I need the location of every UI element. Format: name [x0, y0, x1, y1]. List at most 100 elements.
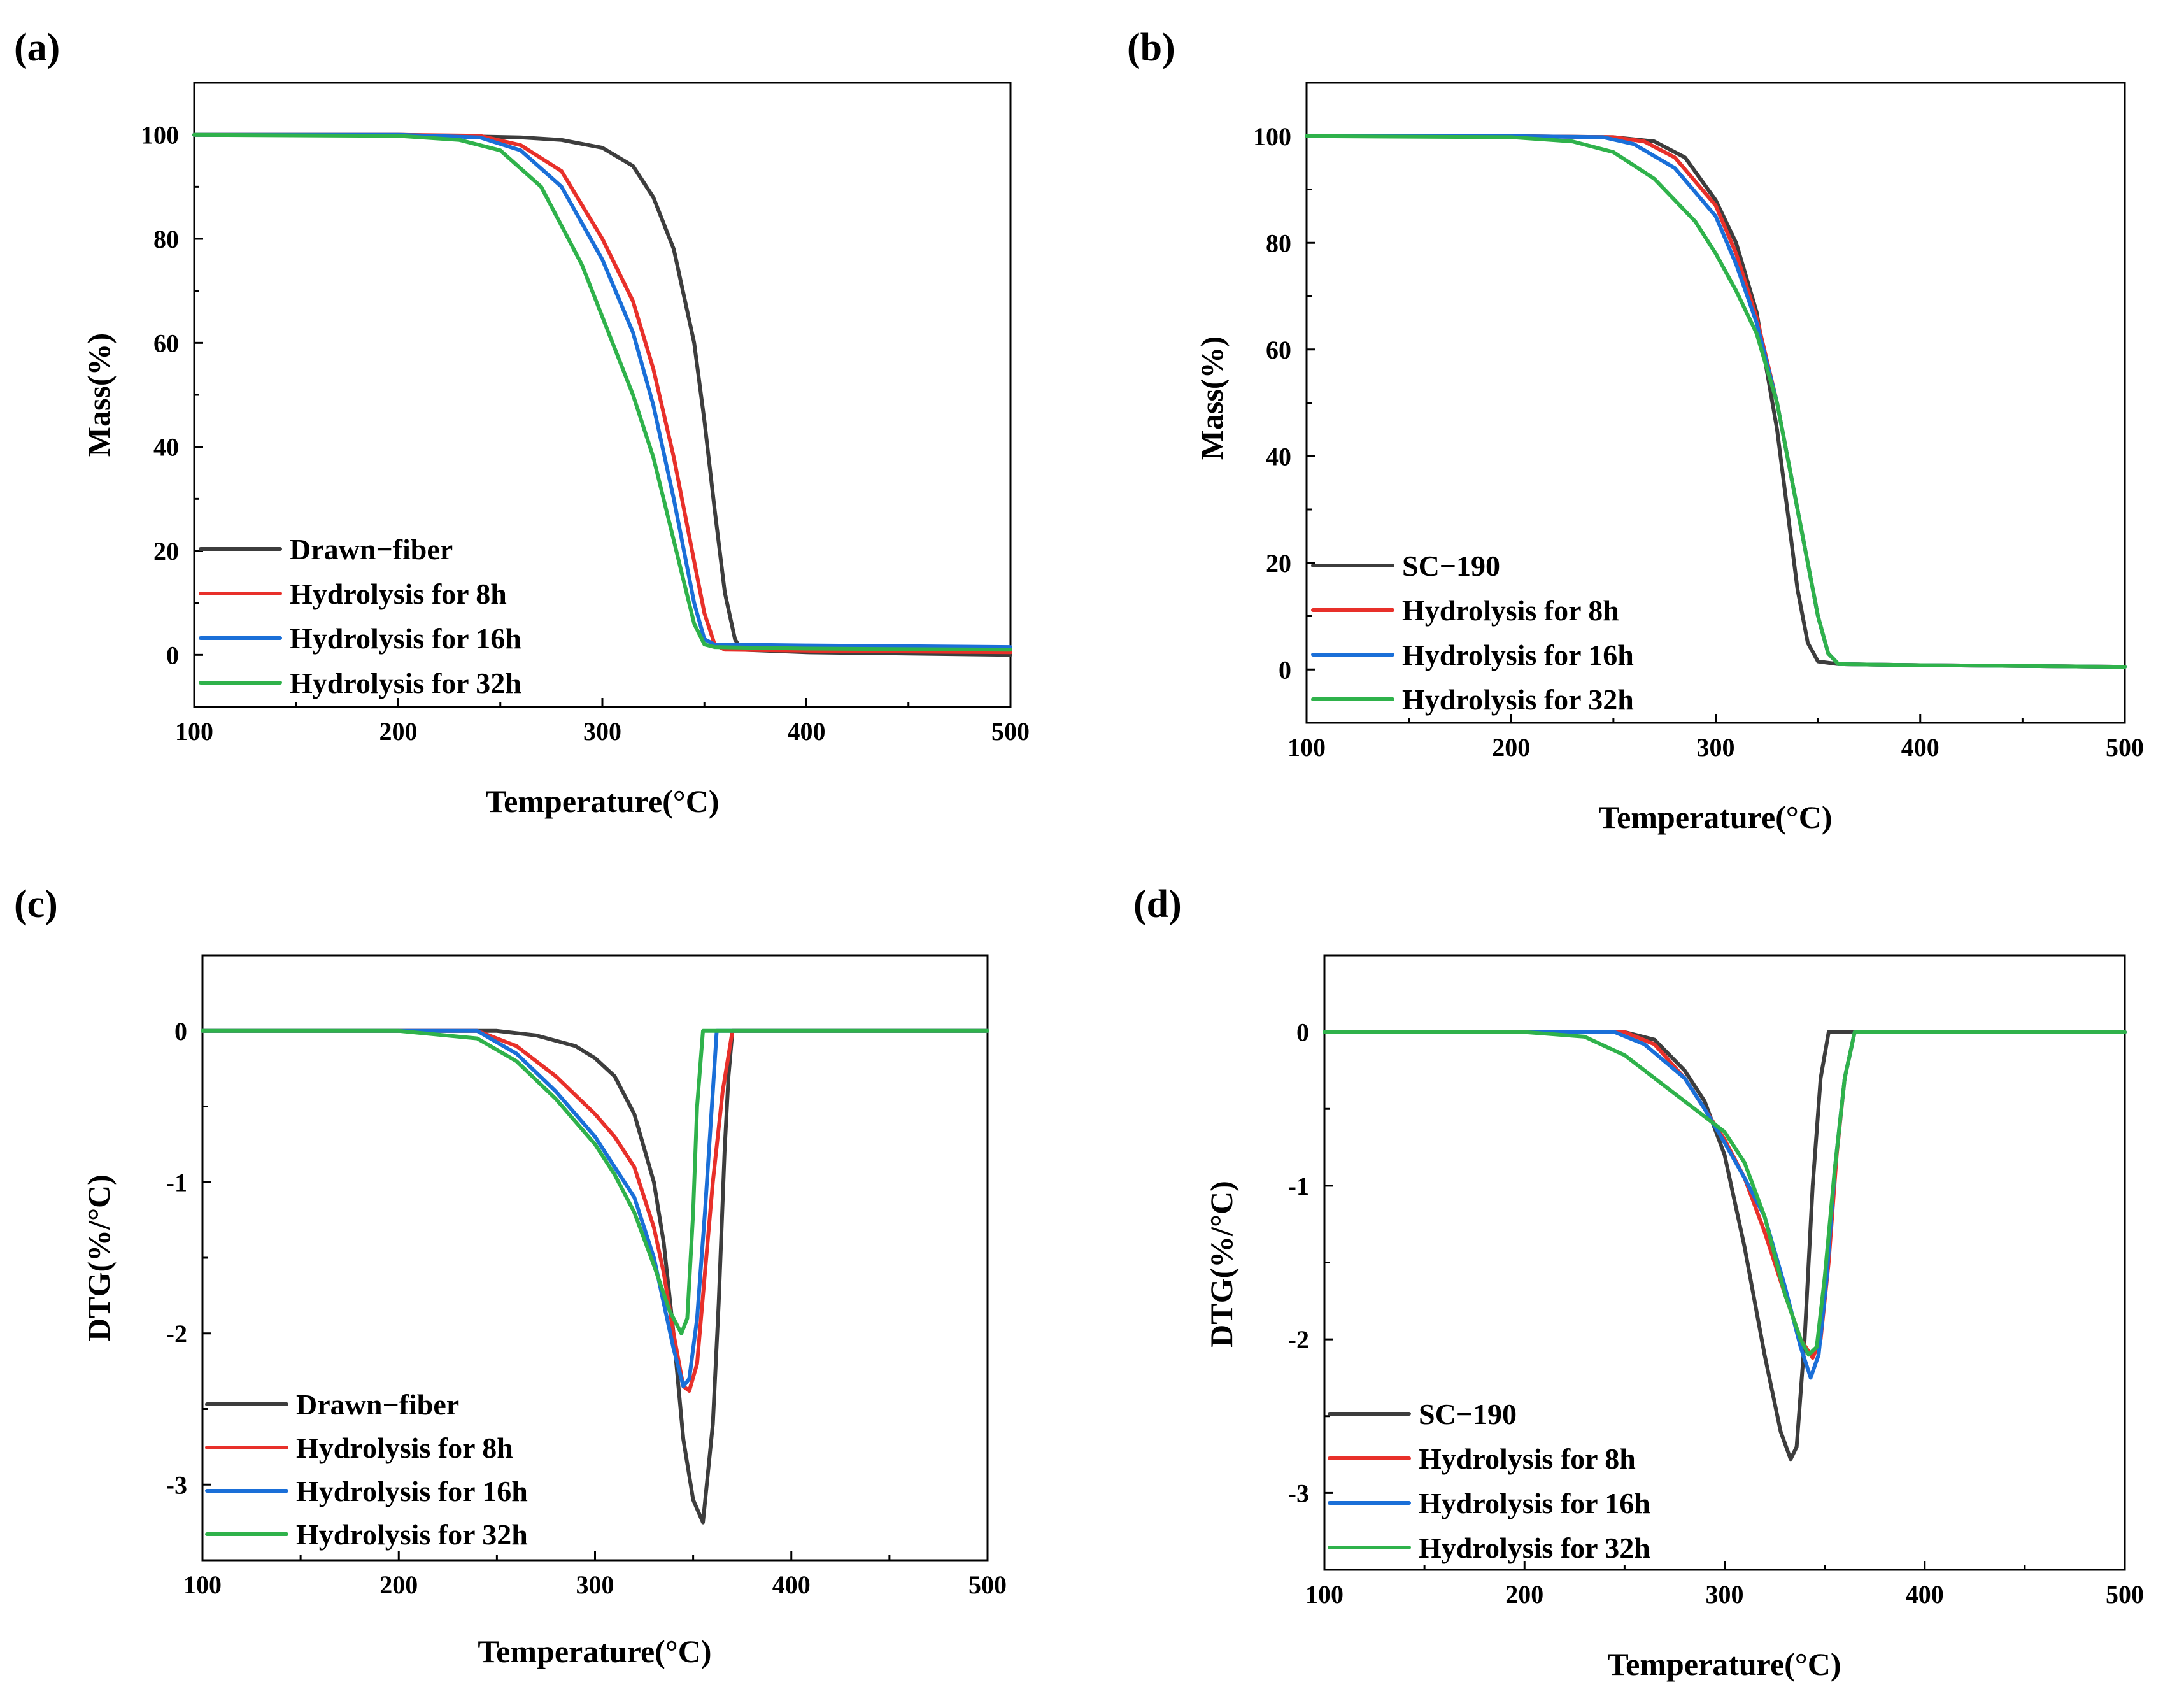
y-tick-label: 100 — [1253, 122, 1291, 151]
plot-frame-c — [201, 954, 989, 1562]
x-tick-label: 200 — [1505, 1580, 1543, 1609]
series-line-hydrolysis-for-16h — [192, 132, 1012, 650]
x-tick-label: 400 — [1901, 733, 1939, 762]
series-line-hydrolysis-for-16h — [1323, 1030, 2127, 1380]
legend-label-8h: Hydrolysis for 8h — [1419, 1442, 1636, 1475]
series-line-hydrolysis-for-16h — [201, 1028, 989, 1388]
series-line-hydrolysis-for-8h — [192, 132, 1012, 655]
x-tick-label: 300 — [1706, 1580, 1744, 1609]
legend-label-16h: Hydrolysis for 16h — [290, 622, 521, 655]
y-tick-label: -1 — [1288, 1172, 1309, 1200]
lines-a — [192, 132, 1012, 657]
series-line-hydrolysis-for-8h — [1323, 1030, 2127, 1360]
y-tick-label: 80 — [153, 225, 179, 253]
legend-label-32h: Hydrolysis for 32h — [1402, 683, 1634, 716]
y-tick-label: 40 — [1266, 442, 1291, 471]
legend-label-drawn-fiber: Drawn−fiber — [296, 1388, 459, 1421]
x-axis-title-a: Temperature(°C) — [485, 783, 719, 819]
panel-label-d: (d) — [1133, 883, 1182, 926]
y-tick-label: 0 — [1296, 1018, 1309, 1047]
series-line-hydrolysis-for-32h — [1323, 1030, 2127, 1357]
panel-c: (c) 100 200 300 400 500 -3 -2 -1 0 Temperature(°… — [14, 883, 1007, 1669]
x-tick-label: 500 — [2106, 1580, 2144, 1609]
legend-c: Drawn−fiber Hydrolysis for 8h Hydrolysis… — [205, 1388, 528, 1551]
series-line-hydrolysis-for-32h — [1305, 134, 2127, 669]
series-line-hydrolysis-for-32h — [201, 1028, 989, 1335]
y-tick-label: 20 — [1266, 549, 1291, 578]
legend-b: SC−190 Hydrolysis for 8h Hydrolysis for … — [1311, 550, 1634, 716]
legend-label-16h: Hydrolysis for 16h — [1419, 1487, 1650, 1519]
x-tick-label: 100 — [1305, 1580, 1344, 1609]
series-line-sc-190 — [1323, 1030, 2127, 1462]
y-tick-label: 0 — [166, 641, 179, 669]
x-axis-title-b: Temperature(°C) — [1598, 799, 1832, 835]
x-tick-label: 100 — [1287, 733, 1326, 762]
y-tick-label: -1 — [166, 1168, 187, 1197]
legend-label-32h: Hydrolysis for 32h — [290, 667, 521, 699]
y-axis-title-a: Mass(%) — [81, 333, 117, 457]
legend-a: Drawn−fiber Hydrolysis for 8h Hydrolysis… — [199, 533, 521, 699]
y-tick-label: 0 — [1279, 655, 1291, 684]
y-tick-label: -2 — [166, 1320, 187, 1348]
panel-d: (d) 100 200 300 400 500 -3 -2 -1 0 Temperature(°… — [1133, 883, 2144, 1682]
x-tick-label: 300 — [1697, 733, 1735, 762]
ticks-c: 100 200 300 400 500 -3 -2 -1 0 — [166, 1017, 1007, 1599]
legend-label-32h: Hydrolysis for 32h — [296, 1518, 528, 1551]
plot-frame-a — [193, 82, 1012, 708]
ticks-a: 100 200 300 400 500 0 20 40 60 80 100 — [141, 121, 1030, 746]
legend-label-16h: Hydrolysis for 16h — [296, 1475, 528, 1507]
x-tick-label: 300 — [576, 1570, 614, 1599]
y-axis-title-d: DTG(%/°C) — [1203, 1181, 1239, 1348]
legend-label-8h: Hydrolysis for 8h — [296, 1432, 513, 1464]
ticks-d: 100 200 300 400 500 -3 -2 -1 0 — [1288, 1018, 2144, 1609]
y-tick-label: -3 — [166, 1470, 187, 1499]
x-tick-label: 100 — [183, 1570, 222, 1599]
series-line-hydrolysis-for-16h — [1305, 134, 2127, 669]
legend-label-16h: Hydrolysis for 16h — [1402, 639, 1634, 671]
panel-label-b: (b) — [1127, 26, 1175, 69]
legend-label-8h: Hydrolysis for 8h — [290, 578, 507, 610]
panel-label-a: (a) — [14, 26, 60, 69]
x-axis-title-d: Temperature(°C) — [1607, 1646, 1841, 1682]
panel-a: (a) 100 200 300 400 500 0 20 40 60 80 100 Temperat… — [14, 26, 1030, 819]
x-tick-label: 200 — [379, 717, 418, 746]
x-tick-label: 300 — [583, 717, 621, 746]
legend-label-sc-190: SC−190 — [1419, 1398, 1517, 1430]
panel-label-c: (c) — [14, 883, 58, 926]
y-tick-label: 20 — [153, 537, 179, 566]
panel-b: (b) 100 200 300 400 500 0 20 40 60 80 100 Temperat… — [1127, 26, 2144, 835]
legend-label-sc-190: SC−190 — [1402, 550, 1500, 582]
x-tick-label: 200 — [1492, 733, 1530, 762]
y-tick-label: 80 — [1266, 229, 1291, 257]
x-tick-label: 400 — [772, 1570, 811, 1599]
lines-b — [1305, 134, 2127, 669]
x-tick-label: 400 — [788, 717, 826, 746]
y-tick-label: 40 — [153, 433, 179, 462]
lines-d — [1323, 1030, 2127, 1462]
lines-c — [201, 1028, 989, 1525]
y-axis-title-b: Mass(%) — [1194, 336, 1230, 460]
series-line-drawn-fiber — [201, 1028, 989, 1525]
y-tick-label: 60 — [153, 329, 179, 357]
y-tick-label: -2 — [1288, 1325, 1309, 1354]
series-line-hydrolysis-for-32h — [192, 132, 1012, 652]
legend-label-8h: Hydrolysis for 8h — [1402, 594, 1619, 627]
x-tick-label: 500 — [991, 717, 1030, 746]
y-tick-label: 100 — [141, 121, 179, 150]
y-tick-label: 0 — [174, 1017, 187, 1046]
x-tick-label: 400 — [1906, 1580, 1944, 1609]
series-line-hydrolysis-for-8h — [201, 1028, 989, 1393]
plot-frame-b — [1305, 82, 2126, 724]
y-tick-label: -3 — [1288, 1479, 1309, 1507]
legend-label-32h: Hydrolysis for 32h — [1419, 1532, 1650, 1564]
y-axis-title-c: DTG(%/°C) — [81, 1174, 117, 1341]
series-line-drawn-fiber — [192, 132, 1012, 657]
x-tick-label: 500 — [968, 1570, 1007, 1599]
x-tick-label: 500 — [2106, 733, 2144, 762]
x-tick-label: 100 — [175, 717, 213, 746]
x-axis-title-c: Temperature(°C) — [478, 1633, 711, 1669]
y-tick-label: 60 — [1266, 336, 1291, 364]
x-tick-label: 200 — [379, 1570, 418, 1599]
legend-label-drawn-fiber: Drawn−fiber — [290, 533, 453, 566]
